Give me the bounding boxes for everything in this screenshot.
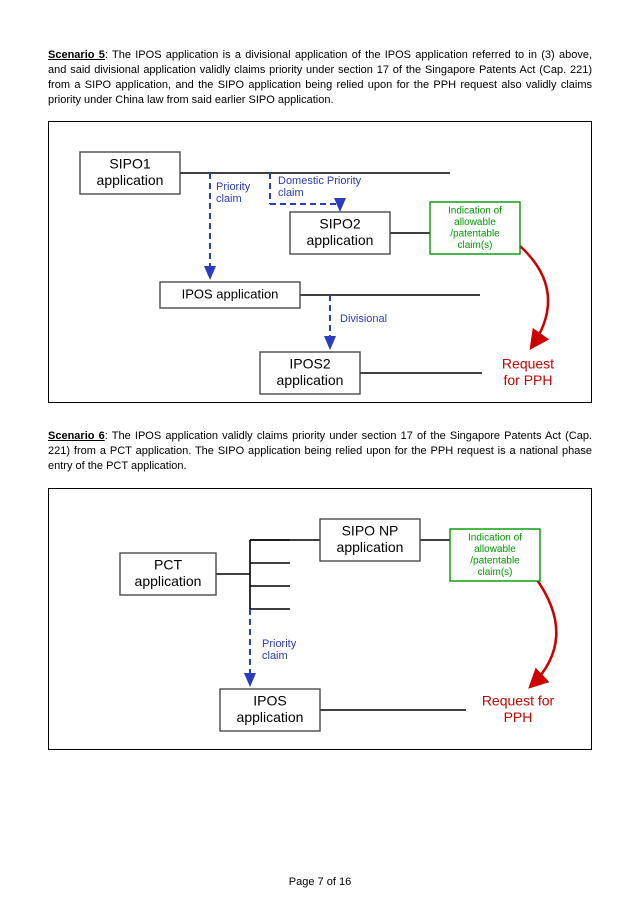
scenario6-paragraph: Scenario 6: The IPOS application validly… <box>48 429 592 474</box>
svg-text:SIPO NP: SIPO NP <box>342 523 399 539</box>
svg-text:Priority: Priority <box>262 638 297 650</box>
svg-text:application: application <box>135 573 202 589</box>
svg-text:Indication of: Indication of <box>468 532 522 543</box>
svg-text:for PPH: for PPH <box>503 372 552 388</box>
scenario5-heading: Scenario 5 <box>48 49 105 61</box>
svg-text:Divisional: Divisional <box>340 313 387 325</box>
scenario5-text: : The IPOS application is a divisional a… <box>48 49 592 106</box>
svg-text:PPH: PPH <box>504 709 533 725</box>
svg-text:claim(s): claim(s) <box>458 240 493 251</box>
svg-text:allowable: allowable <box>454 217 496 228</box>
diagram5-svg: SIPO1applicationSIPO2applicationIPOS app… <box>49 122 591 402</box>
scenario5-paragraph: Scenario 5: The IPOS application is a di… <box>48 48 592 107</box>
svg-text:claim: claim <box>216 193 242 205</box>
svg-text:IPOS: IPOS <box>253 693 286 709</box>
page: Scenario 5: The IPOS application is a di… <box>0 0 640 906</box>
diagram-scenario6: PCTapplicationSIPO NPapplicationIPOSappl… <box>48 488 592 750</box>
svg-text:application: application <box>307 232 374 248</box>
svg-text:PCT: PCT <box>154 557 182 573</box>
svg-text:allowable: allowable <box>474 544 516 555</box>
svg-text:/patentable: /patentable <box>450 229 500 240</box>
svg-text:IPOS application: IPOS application <box>182 287 279 302</box>
diagram6-svg: PCTapplicationSIPO NPapplicationIPOSappl… <box>49 489 591 749</box>
page-footer: Page 7 of 16 <box>0 876 640 888</box>
svg-text:/patentable: /patentable <box>470 555 520 566</box>
svg-text:Domestic Priority: Domestic Priority <box>278 175 362 187</box>
svg-text:application: application <box>237 709 304 725</box>
svg-text:Priority: Priority <box>216 181 251 193</box>
svg-text:IPOS2: IPOS2 <box>289 356 330 372</box>
svg-text:Request: Request <box>502 356 554 372</box>
diagram-scenario5: SIPO1applicationSIPO2applicationIPOS app… <box>48 121 592 403</box>
svg-text:Indication of: Indication of <box>448 206 502 217</box>
svg-text:SIPO1: SIPO1 <box>109 156 150 172</box>
svg-text:application: application <box>97 172 164 188</box>
svg-text:Request for: Request for <box>482 693 555 709</box>
svg-text:claim: claim <box>278 187 304 199</box>
svg-text:SIPO2: SIPO2 <box>319 216 360 232</box>
svg-text:application: application <box>277 372 344 388</box>
scenario6-heading: Scenario 6 <box>48 430 105 442</box>
svg-text:claim: claim <box>262 650 288 662</box>
svg-text:application: application <box>337 539 404 555</box>
scenario6-text: : The IPOS application validly claims pr… <box>48 430 592 472</box>
svg-text:claim(s): claim(s) <box>478 567 513 578</box>
